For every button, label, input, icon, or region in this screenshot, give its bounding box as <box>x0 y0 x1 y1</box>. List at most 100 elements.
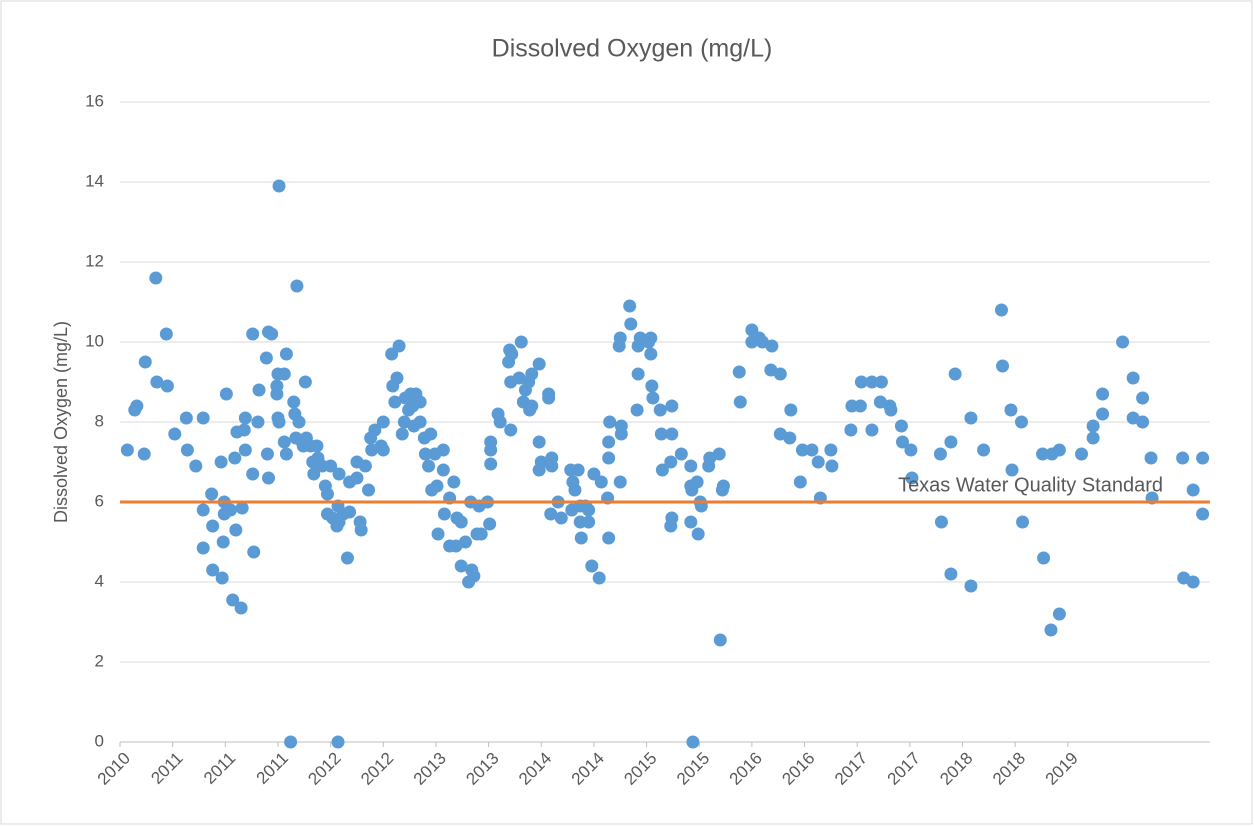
data-point <box>716 479 730 493</box>
data-point <box>270 387 284 401</box>
data-point <box>865 375 879 389</box>
data-point <box>1096 387 1110 401</box>
data-point <box>684 515 698 529</box>
data-point <box>307 467 321 481</box>
data-point <box>713 633 727 647</box>
data-point <box>149 271 163 285</box>
data-point <box>964 579 978 593</box>
data-point <box>431 527 445 541</box>
data-point <box>582 515 596 529</box>
data-point <box>237 423 251 437</box>
data-point <box>196 541 210 555</box>
data-point <box>224 503 238 517</box>
data-point <box>574 531 588 545</box>
data-point <box>261 471 275 485</box>
data-point <box>252 383 266 397</box>
data-point <box>324 459 338 473</box>
data-point <box>1136 415 1150 429</box>
data-point <box>354 523 368 537</box>
data-point <box>1086 419 1100 433</box>
data-point <box>235 501 249 515</box>
data-point <box>430 479 444 493</box>
data-point <box>332 467 346 481</box>
data-point <box>644 347 658 361</box>
data-point <box>424 427 438 441</box>
data-point <box>206 519 220 533</box>
data-point <box>582 503 596 517</box>
chart-title: Dissolved Oxygen (mg/L) <box>492 35 773 63</box>
y-tick-label: 10 <box>85 331 104 350</box>
data-point <box>362 483 376 497</box>
data-point <box>343 505 357 519</box>
data-point <box>130 399 144 413</box>
data-point <box>1037 551 1051 565</box>
data-point <box>554 511 568 525</box>
data-point <box>422 459 436 473</box>
data-point <box>514 335 528 349</box>
data-point <box>996 359 1010 373</box>
data-point <box>977 443 991 457</box>
data-point <box>712 447 726 461</box>
data-point <box>1186 483 1200 497</box>
data-point <box>594 475 608 489</box>
data-point <box>284 735 298 749</box>
data-point <box>246 327 260 341</box>
data-point <box>874 375 888 389</box>
data-point <box>854 375 868 389</box>
data-point <box>895 435 909 449</box>
data-point <box>1186 575 1200 589</box>
data-point <box>159 327 173 341</box>
data-point <box>120 443 134 457</box>
data-point <box>160 379 174 393</box>
data-point <box>825 459 839 473</box>
data-point <box>732 365 746 379</box>
data-point <box>214 455 228 469</box>
data-point <box>447 475 461 489</box>
data-point <box>331 735 345 749</box>
data-point <box>454 515 468 529</box>
data-point <box>395 427 409 441</box>
data-point <box>613 331 627 345</box>
data-point <box>784 403 798 417</box>
y-tick-label: 12 <box>85 251 104 270</box>
data-point <box>1052 607 1066 621</box>
data-point <box>138 355 152 369</box>
data-point <box>1096 407 1110 421</box>
y-tick-label: 16 <box>85 91 104 110</box>
data-point <box>350 471 364 485</box>
data-point <box>238 411 252 425</box>
data-point <box>884 403 898 417</box>
data-point <box>1004 403 1018 417</box>
data-point <box>944 435 958 449</box>
data-point <box>196 411 210 425</box>
data-point <box>545 459 559 473</box>
data-point <box>196 503 210 517</box>
data-point <box>624 317 638 331</box>
data-point <box>150 375 164 389</box>
data-point <box>320 487 334 501</box>
data-point <box>655 463 669 477</box>
data-point <box>504 423 518 437</box>
data-point <box>272 179 286 193</box>
data-point <box>277 367 291 381</box>
y-tick-label: 2 <box>95 651 104 670</box>
data-point <box>793 475 807 489</box>
data-point <box>1005 463 1019 477</box>
data-point <box>603 415 617 429</box>
data-point <box>484 457 498 471</box>
data-point <box>525 399 539 413</box>
data-point <box>783 431 797 445</box>
data-point <box>1196 507 1210 521</box>
data-point <box>614 419 628 433</box>
data-point <box>180 443 194 457</box>
data-point <box>505 347 519 361</box>
data-point <box>684 459 698 473</box>
data-point <box>532 357 546 371</box>
data-point <box>437 507 451 521</box>
data-point <box>228 451 242 465</box>
data-point <box>542 387 556 401</box>
data-point <box>525 367 539 381</box>
data-point <box>664 455 678 469</box>
